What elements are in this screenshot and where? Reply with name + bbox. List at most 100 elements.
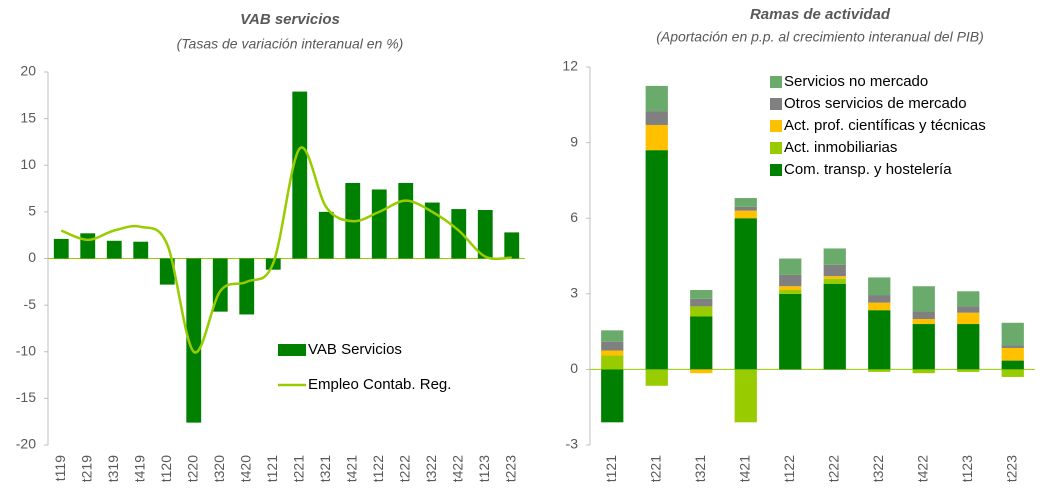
y-tick-label: 3: [570, 285, 578, 301]
bar-segment: [601, 369, 624, 423]
legend-swatch: [770, 142, 782, 154]
bar: [371, 189, 387, 259]
y-tick-label: 15: [20, 109, 36, 125]
x-tick-label: t120: [158, 455, 174, 482]
bar: [186, 258, 202, 423]
bar: [504, 232, 520, 259]
bar-segment: [912, 286, 935, 312]
x-tick-label: t223: [1003, 455, 1019, 482]
bar: [53, 238, 69, 259]
bar-segment: [690, 306, 713, 317]
bar-segment: [734, 198, 757, 207]
x-tick-label: t322: [423, 455, 439, 482]
bar-segment: [912, 324, 935, 370]
bar-segment: [868, 295, 891, 303]
x-tick-label: t121: [264, 455, 280, 482]
x-tick-label: t421: [736, 455, 752, 482]
x-tick-label: t123: [959, 455, 975, 482]
bar: [477, 210, 493, 259]
bar: [398, 182, 414, 259]
bar-segment: [912, 311, 935, 319]
x-tick-label: t123: [476, 455, 492, 482]
bar-segment: [779, 286, 802, 291]
chart-subtitle: (Tasas de variación interanual en %): [177, 36, 404, 52]
x-tick-label: t320: [211, 455, 227, 482]
bar: [239, 258, 255, 315]
x-tick-label: t220: [184, 455, 200, 482]
bar-segment: [601, 355, 624, 370]
x-tick-label: t221: [290, 455, 306, 482]
x-tick-label: t322: [870, 455, 886, 482]
x-tick-label: t221: [647, 455, 663, 482]
bar: [80, 233, 96, 259]
legend-swatch: [770, 98, 782, 110]
y-tick-label: 6: [570, 209, 578, 225]
bar-segment: [1001, 347, 1024, 361]
y-tick-label: -15: [16, 389, 36, 405]
chart-title: Ramas de actividad: [750, 6, 891, 23]
legend-label: Empleo Contab. Reg.: [308, 376, 451, 393]
x-tick-label: t223: [502, 455, 518, 482]
bar-segment: [823, 278, 846, 284]
bar-segment: [601, 330, 624, 342]
bar-segment: [601, 350, 624, 356]
y-tick-label: -20: [16, 436, 36, 452]
bar-segment: [779, 293, 802, 370]
x-tick-label: t321: [317, 455, 333, 482]
legend-label: Com. transp. y hostelería: [784, 161, 952, 178]
bar-segment: [957, 306, 980, 313]
x-tick-label: t119: [52, 455, 68, 481]
bar: [318, 211, 334, 259]
legend-swatch: [770, 164, 782, 176]
legend-label: VAB Servicios: [308, 341, 402, 358]
bar-segment: [868, 277, 891, 296]
y-tick-label: 0: [28, 249, 36, 265]
bar-segment: [957, 324, 980, 370]
bar: [424, 202, 440, 259]
x-tick-label: t421: [343, 455, 359, 482]
y-tick-label: 5: [28, 203, 36, 219]
bar-segment: [779, 290, 802, 294]
x-tick-label: t222: [825, 455, 841, 482]
x-tick-label: t422: [449, 455, 465, 482]
chart-subtitle: (Aportación en p.p. al crecimiento inter…: [656, 29, 984, 45]
bar-segment: [868, 302, 891, 311]
x-tick-label: t319: [105, 455, 121, 482]
x-tick-label: t321: [692, 455, 708, 482]
y-tick-label: 12: [562, 58, 578, 74]
bar-segment: [868, 369, 891, 372]
legend-label: Act. inmobiliarias: [784, 139, 897, 156]
bar: [292, 91, 308, 259]
bar-segment: [1001, 345, 1024, 348]
x-tick-label: t419: [131, 455, 147, 482]
legend-swatch: [770, 120, 782, 132]
bar-segment: [912, 319, 935, 325]
bar-segment: [601, 341, 624, 351]
y-tick-label: -5: [24, 296, 37, 312]
bar-segment: [645, 124, 668, 151]
bar-segment: [957, 312, 980, 325]
x-tick-label: t422: [914, 455, 930, 482]
bar-segment: [690, 290, 713, 299]
legend-label: Servicios no mercado: [784, 73, 928, 90]
bar: [133, 241, 149, 259]
bar-segment: [868, 310, 891, 370]
y-tick-label: 9: [570, 133, 578, 149]
x-tick-label: t222: [396, 455, 412, 482]
bar: [451, 209, 467, 259]
bar-segment: [645, 85, 668, 112]
legend-label: Act. prof. científicas y técnicas: [784, 117, 986, 134]
legend-label: Otros servicios de mercado: [784, 95, 967, 112]
x-tick-label: t420: [237, 455, 253, 482]
bar-segment: [823, 276, 846, 279]
legend-swatch: [278, 344, 306, 356]
bar: [159, 258, 175, 285]
bar-segment: [690, 316, 713, 370]
chart-title: VAB servicios: [240, 11, 340, 28]
legend-swatch: [770, 76, 782, 88]
x-tick-label: t219: [78, 455, 94, 482]
bar-segment: [734, 369, 757, 423]
bar-segment: [779, 274, 802, 287]
y-tick-label: 0: [570, 360, 578, 376]
bar-segment: [645, 369, 668, 386]
